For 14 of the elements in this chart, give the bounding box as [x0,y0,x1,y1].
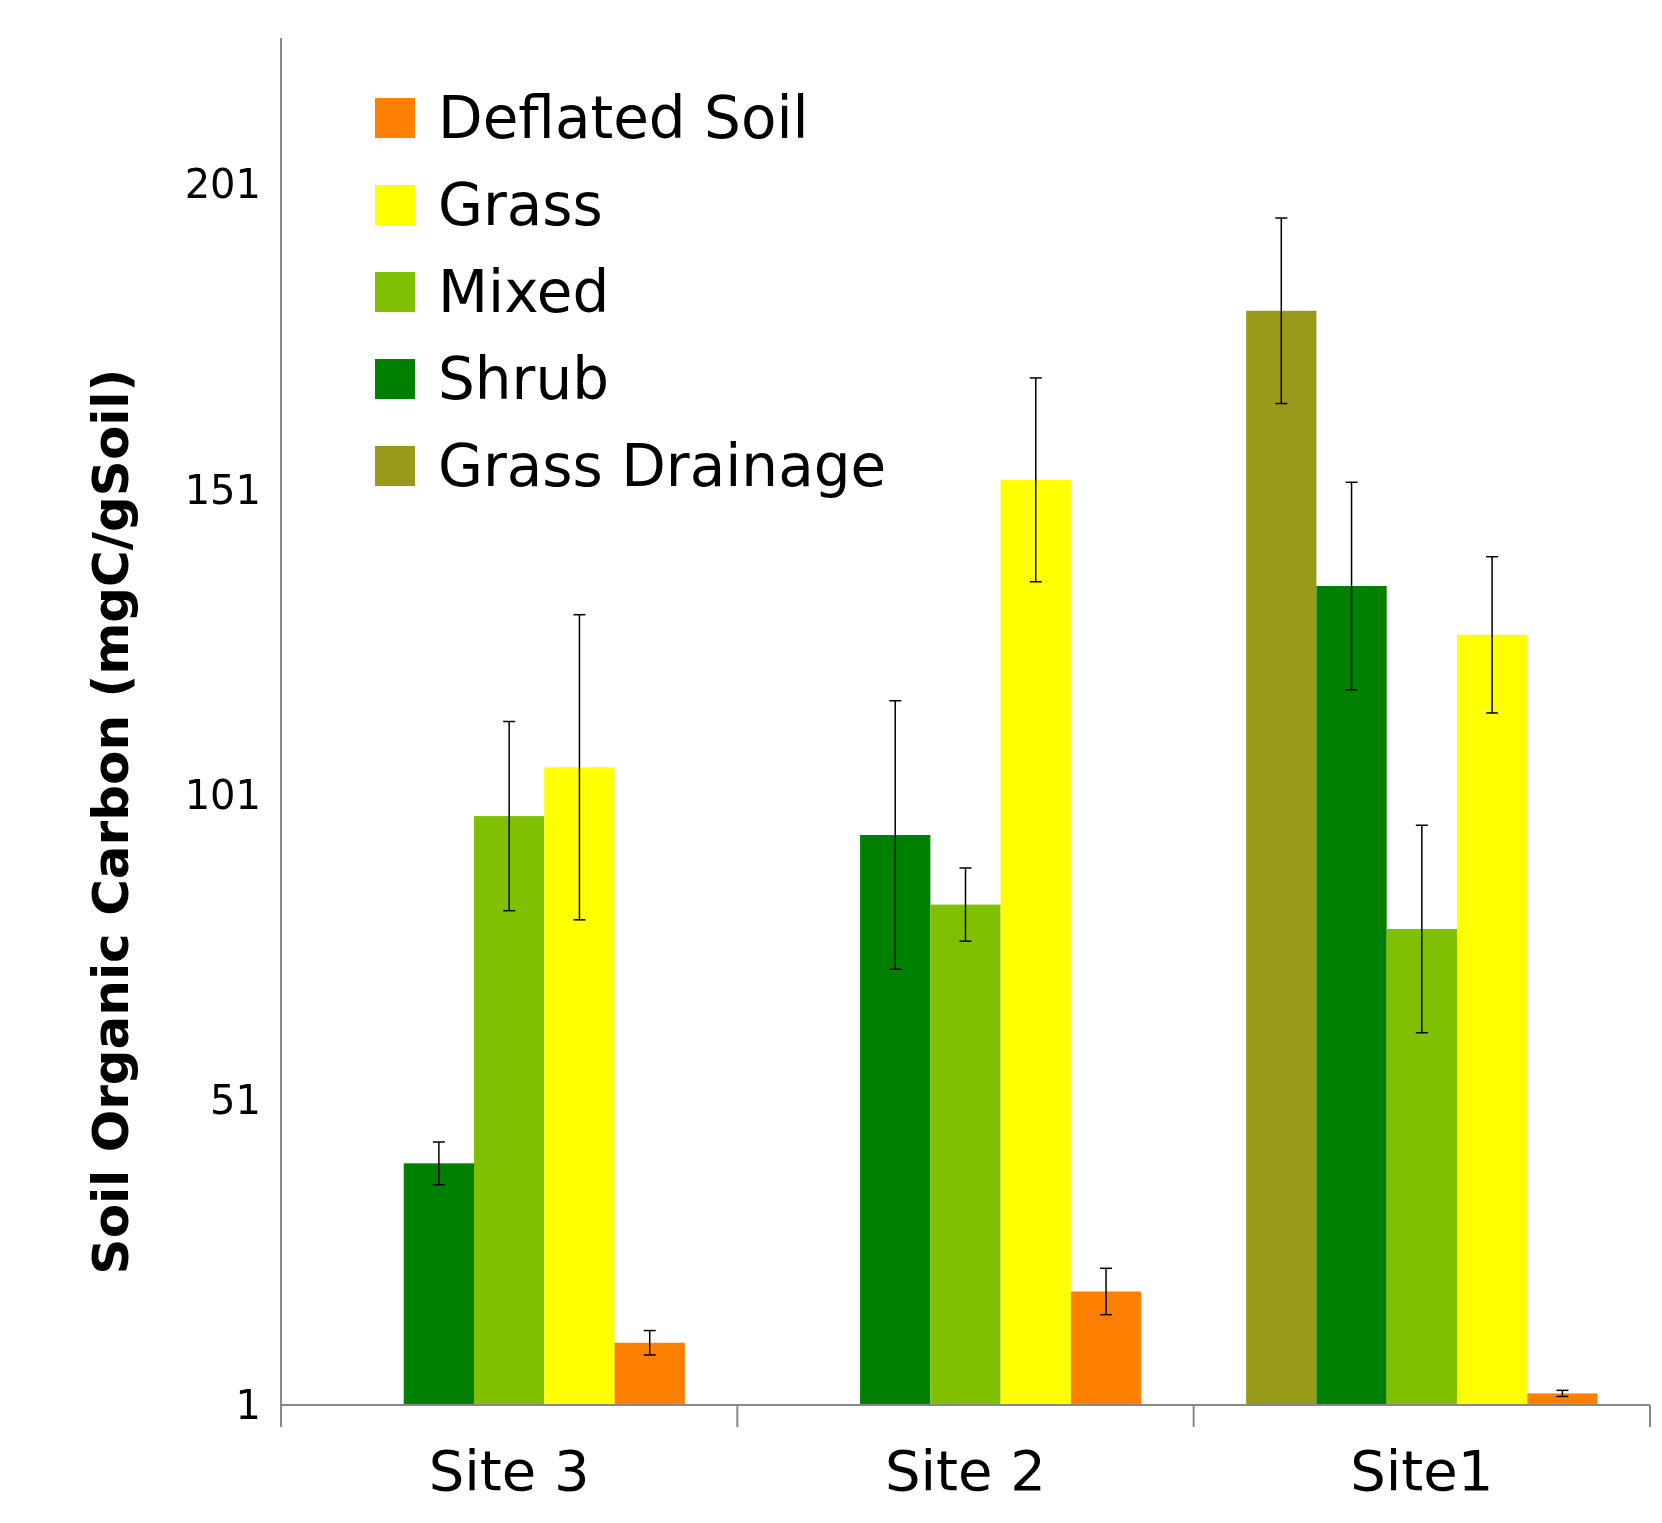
legend-label: Grass Drainage [438,432,887,501]
y-tick-label: 151 [184,466,261,513]
legend-label: Grass [438,171,603,240]
y-tick-label: 1 [235,1382,261,1428]
x-tick-label: Site 2 [885,1438,1046,1503]
legend-label: Deflated Soil [438,84,809,153]
y-tick-label: 101 [184,771,261,818]
y-tick-label: 51 [210,1076,261,1123]
y-tick-label: 201 [184,161,261,208]
legend-label: Shrub [438,345,609,414]
x-tick-label: Site1 [1350,1438,1494,1503]
legend-label: Mixed [438,258,610,327]
y-axis-title: Soil Organic Carbon (mgC/gSoil) [82,368,140,1275]
x-tick-label: Site 3 [428,1438,590,1503]
